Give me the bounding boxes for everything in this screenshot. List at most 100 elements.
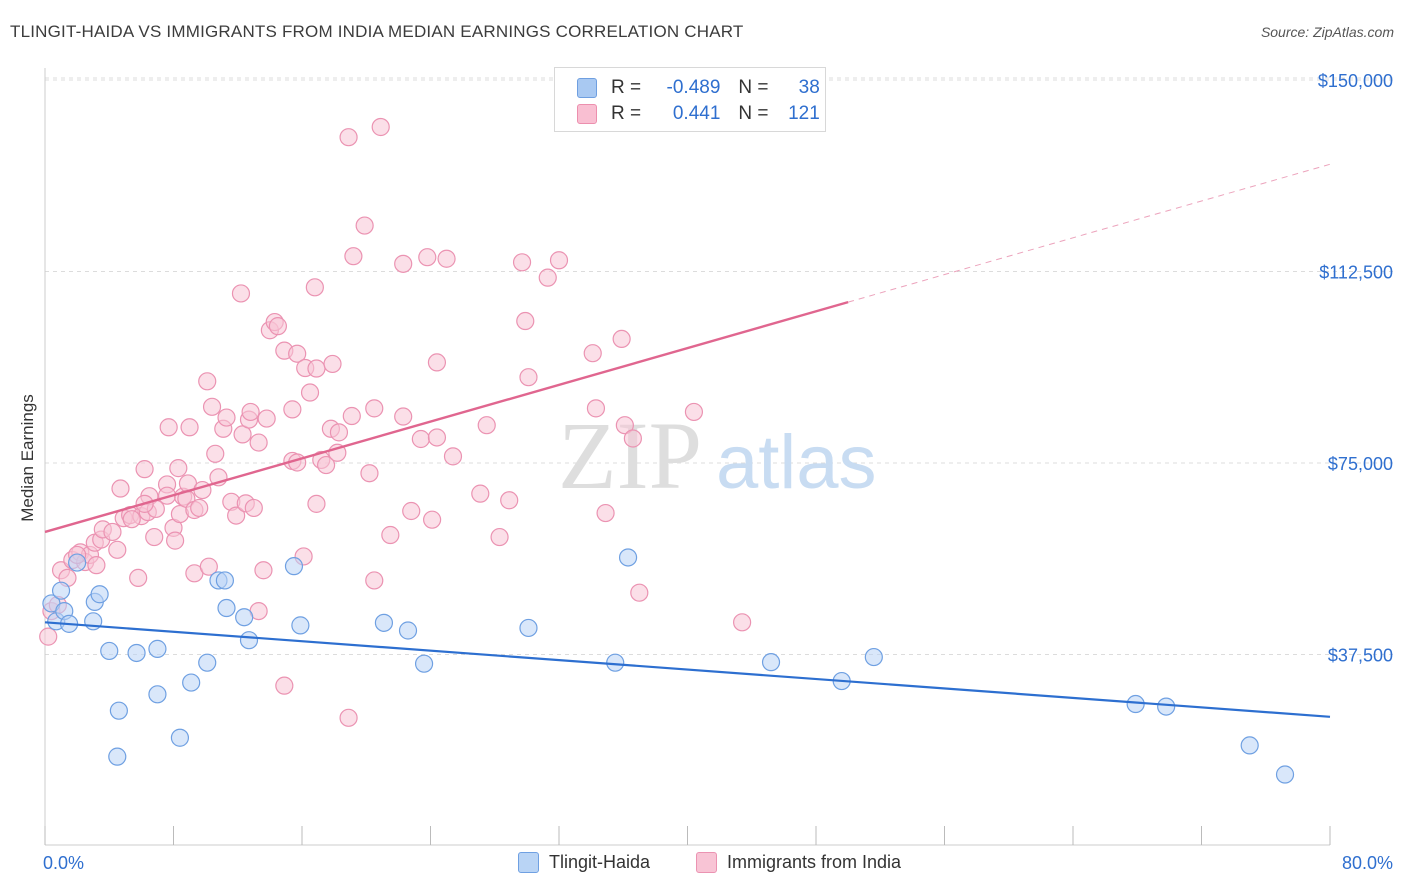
- data-point: [206, 444, 225, 463]
- legend-swatch-tlingit: [577, 78, 597, 98]
- data-point: [490, 527, 509, 547]
- x-tick-label: 0.0%: [43, 853, 84, 873]
- x-tick-labels: 0.0% 80.0%: [43, 853, 1393, 873]
- data-point: [519, 368, 538, 387]
- data-point: [170, 728, 190, 747]
- data-point: [443, 447, 463, 466]
- legend-item-india[interactable]: Immigrants from India: [696, 852, 901, 873]
- watermark-atlas: atlas: [716, 420, 877, 505]
- r-label: R =: [611, 103, 642, 124]
- y-tick-label: $112,500: [1319, 263, 1393, 283]
- data-point: [606, 653, 625, 672]
- data-point: [1157, 697, 1176, 716]
- r-label: R =: [611, 77, 642, 98]
- data-point: [166, 531, 185, 550]
- y-tick-label: $75,000: [1328, 454, 1393, 474]
- data-point: [427, 428, 447, 447]
- legend-label-tlingit: Tlingit-Haida: [549, 852, 651, 872]
- series-legend: Tlingit-Haida Immigrants from India: [0, 852, 1406, 876]
- data-point: [339, 708, 358, 727]
- data-point: [127, 643, 146, 663]
- data-point: [254, 561, 273, 580]
- data-point: [398, 621, 418, 640]
- data-point: [471, 484, 490, 503]
- data-point: [257, 409, 276, 428]
- data-point: [283, 400, 302, 419]
- data-point: [239, 631, 259, 650]
- data-point: [583, 344, 602, 363]
- legend-item-tlingit[interactable]: Tlingit-Haida: [518, 852, 650, 873]
- data-point: [249, 433, 268, 452]
- data-point: [394, 254, 413, 273]
- data-point: [371, 117, 390, 137]
- data-point: [365, 399, 384, 418]
- legend-swatch-tlingit: [518, 852, 539, 873]
- data-point: [198, 372, 217, 391]
- n-value: 38: [798, 77, 820, 98]
- data-point: [68, 553, 87, 572]
- data-point: [199, 557, 218, 576]
- data-point: [190, 498, 209, 518]
- source-credit: Source: ZipAtlas.com: [1260, 24, 1394, 40]
- data-point: [323, 354, 342, 374]
- data-point: [135, 460, 154, 479]
- data-point: [275, 676, 294, 695]
- legend-row-tlingit: R = -0.489 N = 38: [577, 76, 820, 100]
- data-point: [394, 407, 413, 426]
- data-point: [300, 383, 320, 402]
- data-point: [100, 641, 119, 661]
- data-point: [284, 557, 304, 576]
- y-axis-label: Median Earnings: [18, 394, 37, 522]
- watermark: ZIP atlas: [558, 402, 877, 509]
- data-point: [291, 616, 310, 635]
- data-point: [516, 311, 535, 331]
- data-point: [477, 416, 496, 435]
- data-point: [145, 527, 164, 547]
- data-point: [329, 423, 349, 442]
- y-tick-label: $37,500: [1328, 646, 1393, 666]
- data-point: [374, 613, 394, 632]
- data-point: [360, 464, 379, 483]
- data-point: [864, 647, 883, 667]
- data-point: [538, 268, 557, 287]
- data-point: [1275, 765, 1295, 784]
- data-point: [182, 673, 201, 692]
- data-point: [148, 685, 167, 704]
- india-points: [39, 117, 752, 727]
- data-point: [307, 494, 326, 513]
- data-point: [512, 253, 532, 272]
- y-tick-labels: $37,500 $75,000 $112,500 $150,000: [1318, 71, 1393, 666]
- data-point: [761, 653, 781, 672]
- data-point: [109, 701, 128, 720]
- data-point: [623, 429, 642, 448]
- tlingit-points: [42, 548, 1295, 784]
- data-point: [1240, 736, 1259, 755]
- n-label: N =: [738, 77, 769, 98]
- legend-swatch-india: [577, 104, 597, 124]
- data-point: [305, 278, 324, 297]
- n-label: N =: [738, 103, 769, 124]
- data-point: [307, 359, 326, 378]
- data-point: [684, 402, 704, 422]
- trend-line-india: [44, 300, 849, 534]
- data-point: [733, 613, 752, 632]
- r-value: 0.441: [672, 103, 721, 124]
- data-point: [129, 568, 148, 588]
- data-point: [549, 251, 569, 270]
- grid-lines: [45, 77, 1395, 655]
- data-point: [500, 491, 519, 510]
- data-point: [241, 402, 260, 422]
- data-point: [111, 479, 130, 498]
- data-point: [227, 506, 246, 525]
- data-point: [630, 583, 649, 602]
- data-point: [411, 429, 430, 449]
- data-point: [159, 418, 178, 437]
- data-point: [519, 618, 538, 638]
- data-point: [90, 585, 109, 604]
- data-point: [414, 654, 434, 673]
- data-point: [355, 216, 374, 235]
- data-point: [365, 571, 384, 590]
- data-point: [244, 498, 263, 518]
- data-point: [103, 522, 122, 542]
